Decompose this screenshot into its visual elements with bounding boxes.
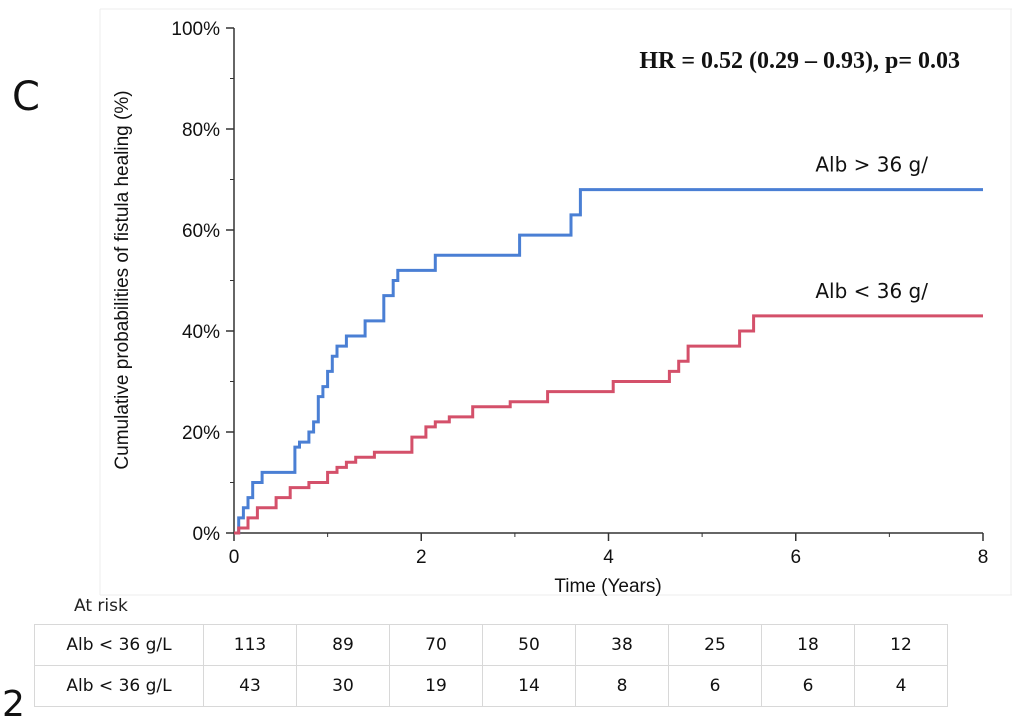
at-risk-count: 30 bbox=[296, 665, 390, 707]
y-tick-label: 0% bbox=[193, 524, 221, 545]
series-label-1: Alb > 36 g/ bbox=[815, 153, 928, 177]
series-layer: Alb > 36 g/Alb < 36 g/ bbox=[234, 153, 983, 535]
at-risk-count: 18 bbox=[761, 624, 855, 666]
y-axis-label: Cumulative probabilities of fistula heal… bbox=[112, 90, 133, 469]
at-risk-count: 14 bbox=[482, 665, 576, 707]
at-risk-row-label: Alb < 36 g/L bbox=[34, 665, 204, 707]
series-line-2 bbox=[234, 314, 983, 535]
x-tick-label: 0 bbox=[229, 547, 240, 568]
hazard-ratio-annotation: HR = 0.52 (0.29 – 0.93), p= 0.03 bbox=[639, 48, 960, 74]
at-risk-count: 89 bbox=[296, 624, 390, 666]
x-tick-label: 6 bbox=[790, 547, 801, 568]
at-risk-count: 8 bbox=[575, 665, 669, 707]
labels-layer: Cumulative probabilities of fistula heal… bbox=[112, 48, 960, 597]
y-tick-label: 100% bbox=[171, 19, 220, 40]
at-risk-count: 12 bbox=[854, 624, 948, 666]
at-risk-count: 19 bbox=[389, 665, 483, 707]
at-risk-count: 6 bbox=[668, 665, 762, 707]
y-tick-label: 60% bbox=[182, 221, 220, 242]
at-risk-count: 50 bbox=[482, 624, 576, 666]
at-risk-row-label: Alb < 36 g/L bbox=[34, 624, 204, 666]
at-risk-count: 25 bbox=[668, 624, 762, 666]
km-chart: 0% 20% 40% 60% 80% 100% 0 2 4 6 8 Alb > 36 g/Alb <… bbox=[99, 8, 1012, 597]
x-tick-label: 8 bbox=[978, 547, 989, 568]
x-tick-label: 2 bbox=[416, 547, 427, 568]
at-risk-count: 113 bbox=[203, 624, 297, 666]
at-risk-count: 43 bbox=[203, 665, 297, 707]
at-risk-count: 70 bbox=[389, 624, 483, 666]
y-tick-label: 40% bbox=[182, 322, 220, 343]
at-risk-row: Alb < 36 g/L 113 89 70 50 38 25 18 12 bbox=[34, 624, 948, 666]
at-risk-count: 38 bbox=[575, 624, 669, 666]
series-label-2: Alb < 36 g/ bbox=[815, 279, 928, 303]
at-risk-table: Alb < 36 g/L 113 89 70 50 38 25 18 12 Alb < 36 g/… bbox=[34, 624, 948, 707]
series-line-1 bbox=[234, 188, 983, 535]
at-risk-row: Alb < 36 g/L 43 30 19 14 8 6 6 4 bbox=[34, 665, 948, 707]
at-risk-count: 6 bbox=[761, 665, 855, 707]
y-tick-label: 20% bbox=[182, 423, 220, 444]
x-axis-label: Time (Years) bbox=[554, 576, 661, 597]
axis-ticks: 0% 20% 40% 60% 80% 100% 0 2 4 6 8 bbox=[171, 19, 988, 568]
y-tick-label: 80% bbox=[182, 120, 220, 141]
panel-label: C bbox=[12, 74, 40, 120]
at-risk-label: At risk bbox=[74, 596, 128, 616]
corner-mark: 2 bbox=[2, 684, 25, 725]
at-risk-count: 4 bbox=[854, 665, 948, 707]
x-tick-label: 4 bbox=[603, 547, 614, 568]
